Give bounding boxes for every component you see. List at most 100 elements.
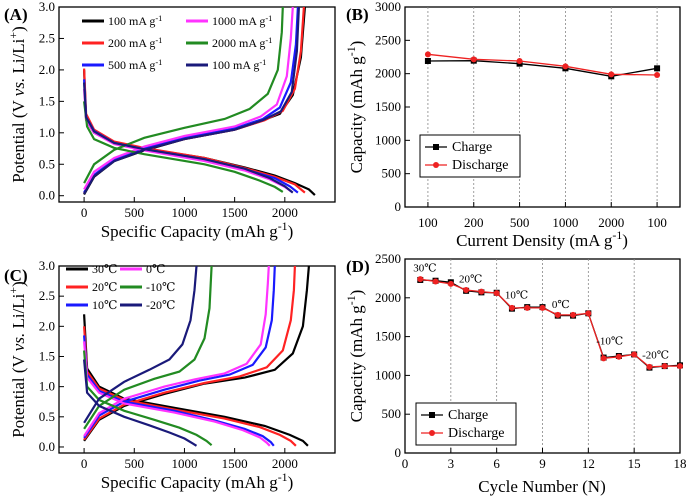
panel-b-ytick-label: 500 <box>382 166 402 181</box>
panel-a-ytick-label: 0.0 <box>39 188 55 203</box>
panel-a-xtick-label: 1500 <box>222 205 248 220</box>
panel-a-ytick-label: 2.5 <box>39 30 55 45</box>
panel-c-series-0-discharge-line <box>83 314 309 447</box>
panel-b-ylabel: Capacity (mAh g-1) <box>344 41 366 174</box>
panel-b-charge-point <box>424 58 431 64</box>
panel-d-xtick-label: 0 <box>402 456 409 471</box>
panel-a-ytick-label: 2.0 <box>39 62 55 77</box>
panel-a-plot-frame <box>58 6 336 203</box>
panel-c-ytick-label: 3.0 <box>39 258 55 273</box>
panel-d-discharge-point <box>447 280 454 287</box>
panel-a-xtick-label: 2000 <box>272 205 298 220</box>
panel-d-legend-label-0: Charge <box>448 408 488 423</box>
panel-b-legend-marker-0 <box>433 144 439 150</box>
panel-b-xtick-label: 2000 <box>598 215 624 230</box>
panel-a-legend-label-1: 1000 mA g-1 <box>212 14 272 29</box>
panel-a-legend-label-5: 100 mA g-1 <box>212 58 266 73</box>
panel-d-temperature-label-5: -20℃ <box>642 349 669 361</box>
panel-d-discharge-point <box>570 311 577 318</box>
panel-b-discharge-line <box>427 53 658 76</box>
panel-d-discharge-point <box>417 276 424 283</box>
panel-c-series-2-discharge-line <box>83 335 275 447</box>
panel-a-series-3-charge-line <box>83 6 294 190</box>
panel-c-legend-label-0: 30℃ <box>92 262 117 276</box>
panel-b-xtick-label: 200 <box>464 215 484 230</box>
panel-d-ytick-label: 2500 <box>375 251 401 266</box>
panel-c-series-3-discharge-line <box>83 341 271 447</box>
panel-b-xtick-label: 100 <box>418 215 438 230</box>
panel-d-discharge-line <box>420 278 680 368</box>
panel-c-series-5-discharge-line <box>83 359 198 447</box>
panel-d-xtick-label: 3 <box>448 456 455 471</box>
panel-d-charge-line <box>420 279 681 369</box>
panel-d-temperature-label-3: 0℃ <box>552 299 570 311</box>
panel-d-xtick-label: 18 <box>674 456 686 471</box>
panel-c-series-4-charge-line <box>83 265 213 430</box>
panel-d-legend-marker-0 <box>429 412 435 418</box>
panel-d-ytick-label: 1500 <box>375 329 401 344</box>
panel-b-ytick-label: 0 <box>395 199 402 214</box>
panel-b-discharge-point <box>516 58 523 64</box>
panel-d-xtick-label: 6 <box>493 456 500 471</box>
panel-c-xtick-label: 500 <box>125 456 145 471</box>
panel-a-label: (A) <box>4 5 28 24</box>
panel-d-ytick-label: 0 <box>395 445 402 460</box>
panel-d-discharge-point <box>508 304 515 311</box>
panel-b-discharge-point <box>654 72 661 78</box>
panel-a-legend-label-0: 100 mA g-1 <box>108 14 162 29</box>
panel-c-xtick-label: 1500 <box>222 456 248 471</box>
panel-b-charge-point <box>654 65 661 72</box>
panel-b-legend-marker-1 <box>433 162 439 168</box>
panel-d-discharge-point <box>463 287 470 294</box>
panel-b-legend-box <box>419 134 521 178</box>
panel-c-ytick-label: 1.5 <box>39 348 55 363</box>
panel-d-legend-box <box>415 402 517 446</box>
panel-c-series-5-charge-line <box>83 265 198 424</box>
panel-d-temperature-label-1: 20℃ <box>459 273 482 285</box>
panel-a-series-1-discharge-line <box>83 68 306 194</box>
panel-c-ytick-label: 2.5 <box>39 288 55 303</box>
panel-d-discharge-point <box>631 351 638 358</box>
panel-b-discharge-point <box>562 63 569 70</box>
panel-d-discharge-point <box>646 363 653 370</box>
panel-c-legend-label-5: -20℃ <box>146 298 175 312</box>
panel-b-legend-label-0: Charge <box>452 140 492 155</box>
panel-b-discharge-point <box>608 71 615 78</box>
panel-a-series-5-discharge-line <box>83 82 294 194</box>
panel-a-xtick-label: 1000 <box>171 205 197 220</box>
panel-b-ytick-label: 1000 <box>375 132 401 147</box>
panel-d-discharge-point <box>478 288 485 295</box>
panel-d-xlabel: Cycle Number (N) <box>478 477 605 496</box>
panel-b-xtick-label: 500 <box>510 215 530 230</box>
panel-d-discharge-point <box>600 355 607 362</box>
panel-d-discharge-point <box>677 363 683 370</box>
panel-b-ytick-label: 3000 <box>375 0 401 14</box>
panel-a-ytick-label: 3.0 <box>39 0 55 14</box>
panel-d-xtick-label: 15 <box>628 456 641 471</box>
panel-c-ytick-label: 0.0 <box>39 439 55 454</box>
panel-d-temperature-label-4: -10℃ <box>596 335 623 347</box>
panel-c-xtick-label: 2000 <box>272 456 298 471</box>
panel-c-xtick-label: 0 <box>81 456 88 471</box>
panel-b-ytick-label: 2500 <box>375 32 401 47</box>
panel-d-discharge-point <box>432 278 439 285</box>
panel-a-series-4-discharge-line <box>83 101 284 193</box>
panel-a-ytick-label: 1.5 <box>39 93 55 108</box>
panel-a-xlabel: Specific Capacity (mAh g-1) <box>101 219 294 241</box>
panel-d-discharge-point <box>661 363 668 370</box>
panel-d-ytick-label: 1000 <box>375 367 401 382</box>
panel-b-ytick-label: 1500 <box>375 99 401 114</box>
panel-c-legend-label-4: 10℃ <box>92 298 117 312</box>
panel-a-series-3-discharge-line <box>83 88 293 193</box>
panel-d-ytick-label: 2000 <box>375 290 401 305</box>
panel-d-legend-marker-1 <box>429 430 435 436</box>
panel-c-xtick-label: 1000 <box>171 456 197 471</box>
panel-c-ytick-label: 2.0 <box>39 318 55 333</box>
panel-c-series-1-charge-line <box>83 265 296 441</box>
panel-a-ylabel: Potential (V vs. Li/Li+) <box>6 26 28 183</box>
panel-b-discharge-point <box>424 51 431 58</box>
panel-a-ytick-label: 1.0 <box>39 125 55 140</box>
panel-d-legend-label-1: Discharge <box>448 426 505 441</box>
panel-d-discharge-point <box>554 311 561 318</box>
panel-d-discharge-point <box>493 290 500 297</box>
